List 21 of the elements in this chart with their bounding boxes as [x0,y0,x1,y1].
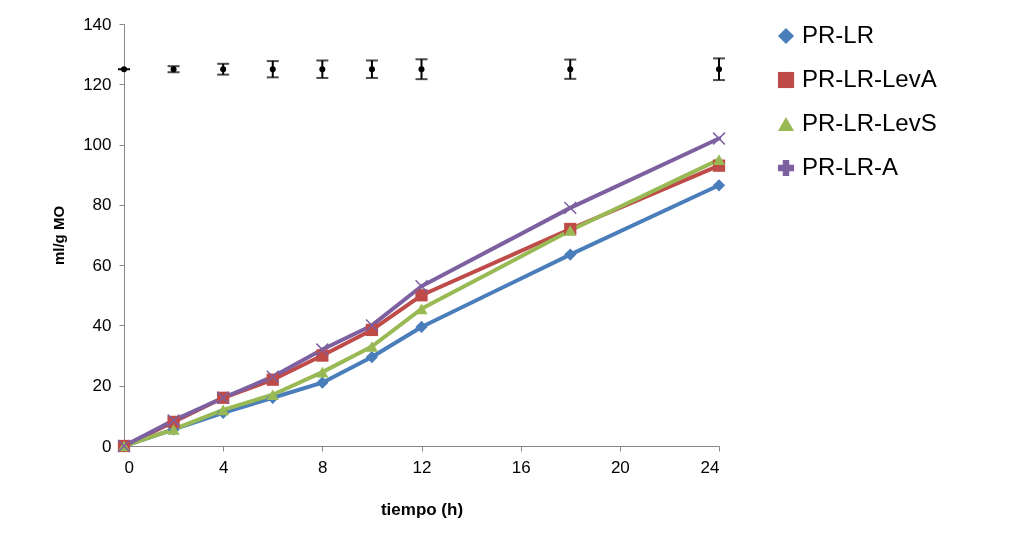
y-tick-label: 20 [92,376,112,396]
y-tick-label: 40 [92,315,112,335]
x-tick-label: 4 [218,457,229,477]
x-tick-label: 16 [511,457,531,477]
y-tick-label: 0 [102,436,112,456]
x-tick-label: 24 [700,457,720,477]
y-tick-label: 120 [83,74,112,94]
x-tick-label: 0 [124,457,134,477]
x-tick-label: 8 [318,457,328,477]
legend-label: PR-LR-A [802,153,899,180]
legend-label: PR-LR-LevA [802,65,937,92]
x-tick-label: 20 [610,457,630,477]
y-tick-label: 100 [83,135,112,155]
y-tick-label: 140 [83,14,112,34]
y-tick-label: 80 [92,195,112,215]
x-tick-label: 12 [412,457,432,477]
x-axis-title: tiempo (h) [380,499,464,519]
legend-label: PR-LR [802,21,875,48]
y-axis-title: ml/g MO [50,205,68,266]
legend-label: PR-LR-LevS [802,109,937,136]
y-tick-label: 60 [92,255,112,275]
